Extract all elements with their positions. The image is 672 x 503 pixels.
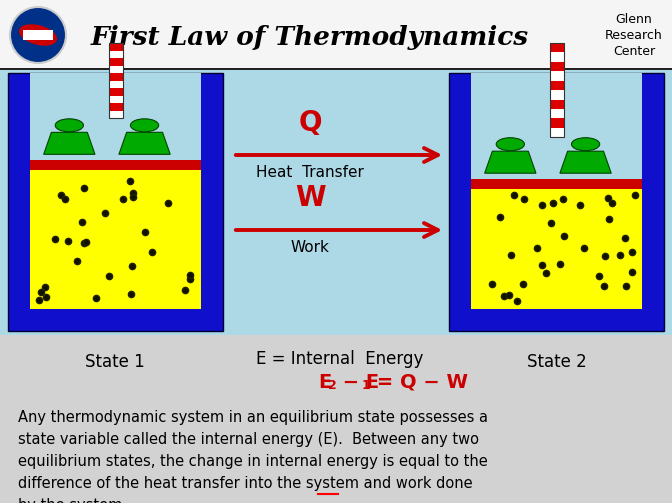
Ellipse shape <box>571 138 599 151</box>
Bar <box>108 73 122 80</box>
Text: Heat  Transfer: Heat Transfer <box>256 165 364 180</box>
Bar <box>108 96 122 103</box>
Bar <box>550 43 564 52</box>
Bar <box>550 71 564 80</box>
Bar <box>108 103 122 111</box>
Ellipse shape <box>19 24 57 46</box>
Text: equilibrium states, the change in internal energy is equal to the: equilibrium states, the change in intern… <box>18 454 488 469</box>
Text: 1: 1 <box>362 379 371 392</box>
Bar <box>30 171 201 309</box>
Bar <box>108 80 122 88</box>
Bar <box>550 43 564 137</box>
Bar <box>550 109 564 118</box>
Text: Work: Work <box>290 240 329 255</box>
Bar <box>471 189 642 309</box>
Bar <box>108 43 122 50</box>
Bar <box>108 65 122 73</box>
Bar <box>0 68 672 70</box>
Bar <box>0 335 672 503</box>
Bar <box>550 62 564 71</box>
Bar <box>108 111 122 118</box>
Bar <box>30 73 201 309</box>
Bar <box>0 70 672 335</box>
Bar <box>30 160 201 171</box>
Text: state variable called the internal energy (E).  Between any two: state variable called the internal energ… <box>18 432 479 447</box>
Bar <box>550 80 564 90</box>
Bar <box>108 88 122 96</box>
Text: by the system.: by the system. <box>18 498 127 503</box>
Ellipse shape <box>10 7 66 63</box>
Ellipse shape <box>55 119 83 132</box>
Text: = Q − W: = Q − W <box>370 373 468 392</box>
Bar <box>108 50 122 58</box>
Bar <box>471 179 642 189</box>
Polygon shape <box>560 151 612 173</box>
Polygon shape <box>485 151 536 173</box>
Bar <box>23 30 53 40</box>
Bar <box>449 73 664 331</box>
Text: − E: − E <box>336 373 379 392</box>
Text: Glenn
Research
Center: Glenn Research Center <box>605 13 663 57</box>
Polygon shape <box>119 132 170 154</box>
Bar <box>550 128 564 137</box>
Bar <box>108 58 122 65</box>
Text: State 2: State 2 <box>527 353 587 371</box>
Text: Q: Q <box>298 109 322 137</box>
Text: State 1: State 1 <box>85 353 145 371</box>
Text: E = Internal  Energy: E = Internal Energy <box>256 350 423 368</box>
Bar <box>8 73 223 331</box>
Text: First Law of Thermodynamics: First Law of Thermodynamics <box>91 25 529 49</box>
Polygon shape <box>44 132 95 154</box>
Text: difference of the heat transfer into the system and work done: difference of the heat transfer into the… <box>18 476 472 491</box>
Ellipse shape <box>130 119 159 132</box>
Text: 2: 2 <box>328 379 337 392</box>
Bar <box>108 43 122 118</box>
Bar <box>550 90 564 100</box>
Bar <box>471 73 642 309</box>
Text: NASA: NASA <box>24 31 52 40</box>
Bar <box>0 0 672 70</box>
Ellipse shape <box>496 138 524 151</box>
Bar <box>550 52 564 62</box>
Text: E: E <box>318 373 331 392</box>
Bar <box>550 118 564 128</box>
Text: Any thermodynamic system in an equilibrium state possesses a: Any thermodynamic system in an equilibri… <box>18 410 488 425</box>
Bar <box>550 100 564 109</box>
Text: W: W <box>295 184 325 212</box>
